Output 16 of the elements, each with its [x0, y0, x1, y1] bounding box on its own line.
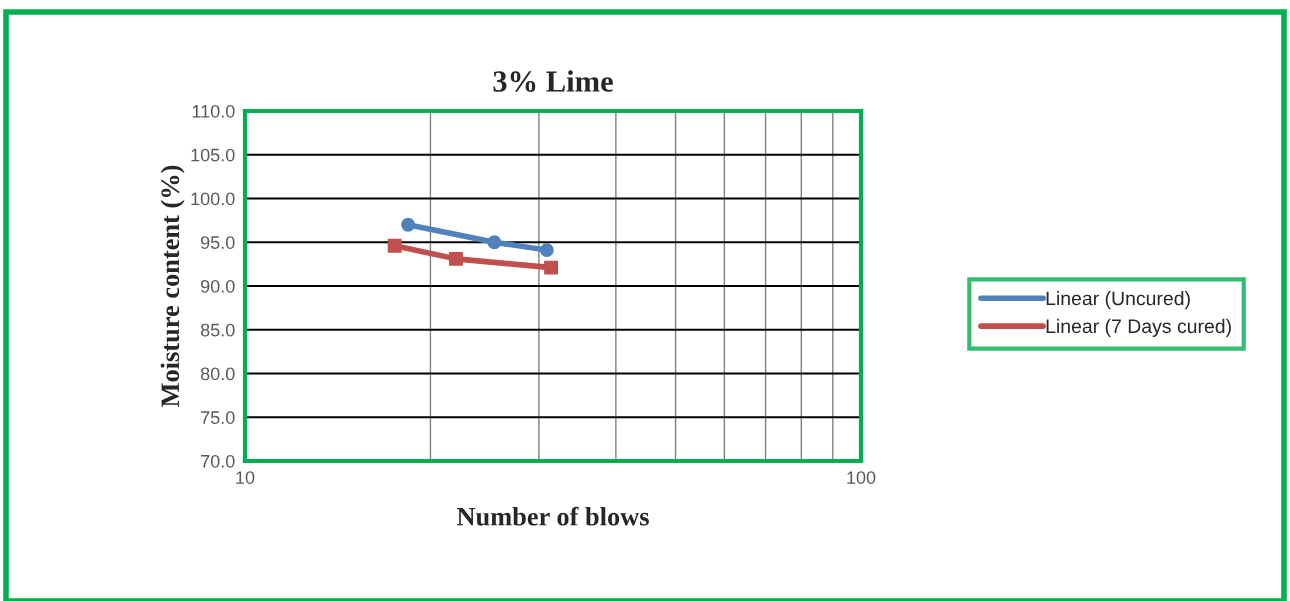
x-tick-label: 10 [236, 471, 255, 484]
legend-label: Linear (Uncured) [1046, 291, 1190, 310]
chart-title: 3% Lime [493, 70, 613, 92]
legend-label: Linear (7 Days cured) [1046, 318, 1231, 337]
x-axis-title: Number of blows [456, 506, 649, 526]
y-tick-label: 110.0 [192, 104, 235, 118]
y-tick-label: 70.0 [201, 454, 235, 468]
y-tick-label: 95.0 [200, 236, 235, 249]
y-tick-label: 90.0 [200, 279, 235, 293]
y-tick-label: 75.0 [201, 411, 235, 424]
x-tick-label: 100 [847, 471, 876, 484]
y-tick-label: 100.0 [191, 192, 235, 206]
y-tick-label: 85.0 [200, 323, 235, 337]
y-tick-label: 105.0 [191, 148, 235, 162]
y-axis-title: Moisture content (%) [160, 165, 185, 407]
y-tick-label: 80.0 [200, 367, 235, 381]
